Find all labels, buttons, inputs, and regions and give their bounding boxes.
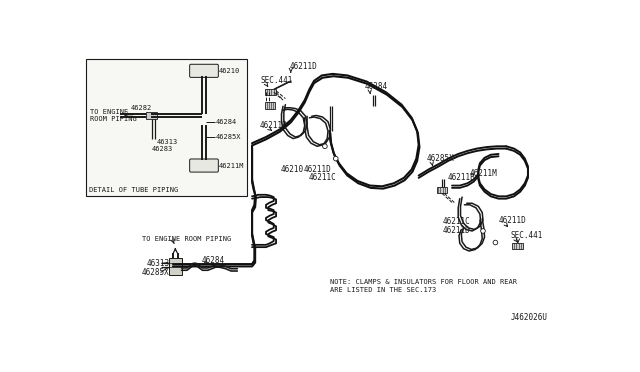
Text: 46211D: 46211D bbox=[303, 165, 331, 174]
Text: 46283: 46283 bbox=[151, 145, 173, 151]
Text: 46285X: 46285X bbox=[426, 154, 454, 163]
Text: 46211D: 46211D bbox=[499, 216, 526, 225]
Text: 46282: 46282 bbox=[131, 105, 152, 111]
Text: 46284: 46284 bbox=[216, 119, 237, 125]
Text: 46211B: 46211B bbox=[447, 173, 475, 182]
Text: 46210: 46210 bbox=[281, 165, 304, 174]
Bar bbox=[265, 102, 275, 109]
FancyBboxPatch shape bbox=[189, 64, 218, 77]
Text: 46211C: 46211C bbox=[308, 173, 337, 182]
Circle shape bbox=[493, 240, 498, 245]
Text: SEC.441: SEC.441 bbox=[511, 231, 543, 240]
Bar bbox=[265, 89, 276, 96]
Text: SEC.441: SEC.441 bbox=[260, 76, 293, 84]
Text: ROOM PIPING: ROOM PIPING bbox=[90, 116, 137, 122]
Text: 46210: 46210 bbox=[219, 68, 240, 74]
Bar bbox=[513, 243, 524, 250]
Text: 46211D: 46211D bbox=[289, 62, 317, 71]
Circle shape bbox=[481, 229, 485, 233]
Circle shape bbox=[333, 156, 338, 161]
Text: 46211M: 46211M bbox=[219, 163, 244, 169]
Text: 46284: 46284 bbox=[364, 83, 388, 92]
Text: 46284: 46284 bbox=[202, 256, 225, 265]
Text: 46285X: 46285X bbox=[216, 134, 241, 140]
Circle shape bbox=[323, 144, 327, 148]
FancyBboxPatch shape bbox=[189, 159, 218, 172]
Text: J462026U: J462026U bbox=[511, 314, 548, 323]
Text: TO ENGINE: TO ENGINE bbox=[90, 109, 129, 115]
Text: DETAIL OF TUBE PIPING: DETAIL OF TUBE PIPING bbox=[90, 187, 179, 193]
Text: 46313: 46313 bbox=[157, 139, 178, 145]
Bar bbox=[86, 58, 248, 196]
Text: 46211M: 46211M bbox=[470, 170, 497, 179]
Bar bbox=[146, 112, 157, 119]
Bar bbox=[169, 258, 182, 275]
Text: 46313: 46313 bbox=[147, 259, 170, 268]
Text: TO ENGINE ROOM PIPING: TO ENGINE ROOM PIPING bbox=[142, 236, 231, 242]
Text: ARE LISTED IN THE SEC.173: ARE LISTED IN THE SEC.173 bbox=[330, 286, 436, 292]
Bar bbox=[436, 187, 447, 193]
Text: 46211C: 46211C bbox=[443, 217, 470, 226]
Text: 46211B: 46211B bbox=[260, 121, 287, 130]
Text: 46211D: 46211D bbox=[443, 227, 470, 235]
Text: 46285X: 46285X bbox=[142, 268, 170, 277]
Text: NOTE: CLAMPS & INSULATORS FOR FLOOR AND REAR: NOTE: CLAMPS & INSULATORS FOR FLOOR AND … bbox=[330, 279, 516, 285]
